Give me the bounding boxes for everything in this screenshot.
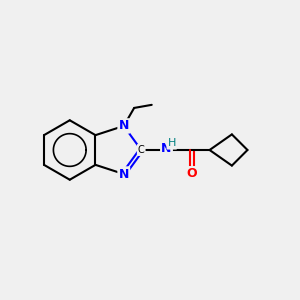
Text: N: N xyxy=(161,142,172,155)
Text: N: N xyxy=(118,167,129,181)
Text: C: C xyxy=(138,145,145,155)
Text: O: O xyxy=(186,167,197,180)
Text: H: H xyxy=(168,139,176,148)
Text: N: N xyxy=(118,119,129,133)
